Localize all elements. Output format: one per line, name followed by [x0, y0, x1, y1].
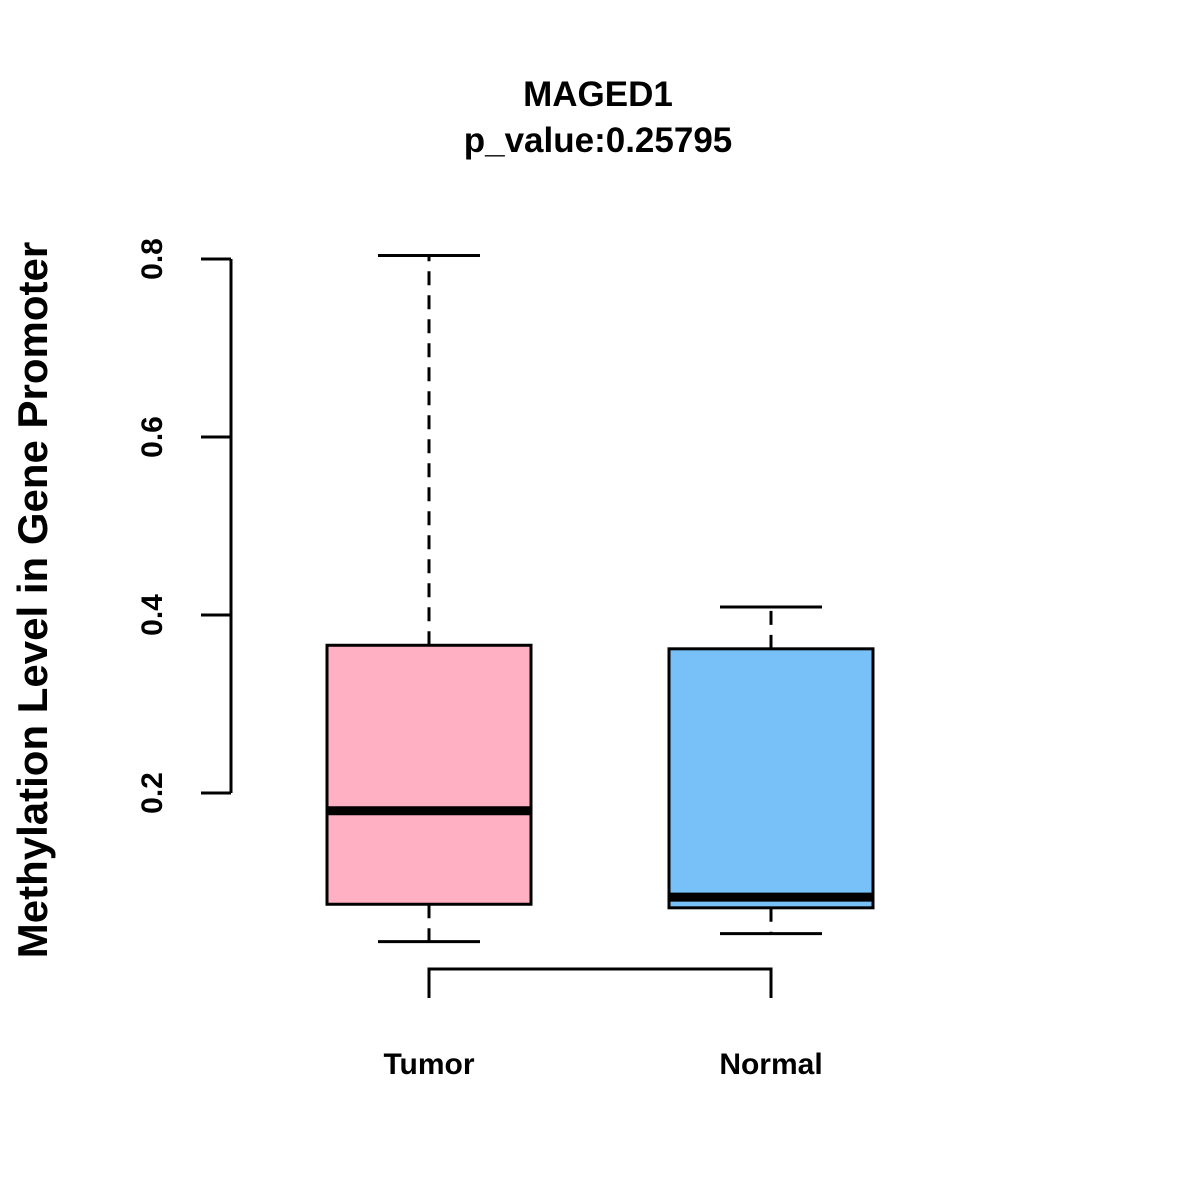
y-axis: 0.2 0.4 0.6 0.8 — [136, 238, 233, 814]
chart-subtitle: p_value:0.25795 — [464, 121, 733, 160]
x-axis-labels: Tumor Normal — [383, 1048, 822, 1081]
y-axis-label: Methylation Level in Gene Promoter — [9, 242, 56, 958]
y-tick-label: 0.2 — [136, 772, 169, 814]
box-normal — [667, 605, 875, 936]
x-tick-label-normal: Normal — [719, 1048, 822, 1081]
chart-title: MAGED1 — [523, 75, 673, 114]
comparison-bracket — [427, 967, 773, 998]
iqr-box — [667, 647, 875, 910]
y-tick-label: 0.4 — [136, 594, 169, 636]
box-tumor — [325, 253, 533, 944]
y-tick-label: 0.6 — [136, 416, 169, 458]
x-tick-label-tumor: Tumor — [383, 1048, 474, 1081]
y-tick-label: 0.8 — [136, 238, 169, 280]
bracket-line — [427, 967, 773, 998]
boxes — [325, 253, 875, 944]
iqr-box — [325, 643, 533, 906]
